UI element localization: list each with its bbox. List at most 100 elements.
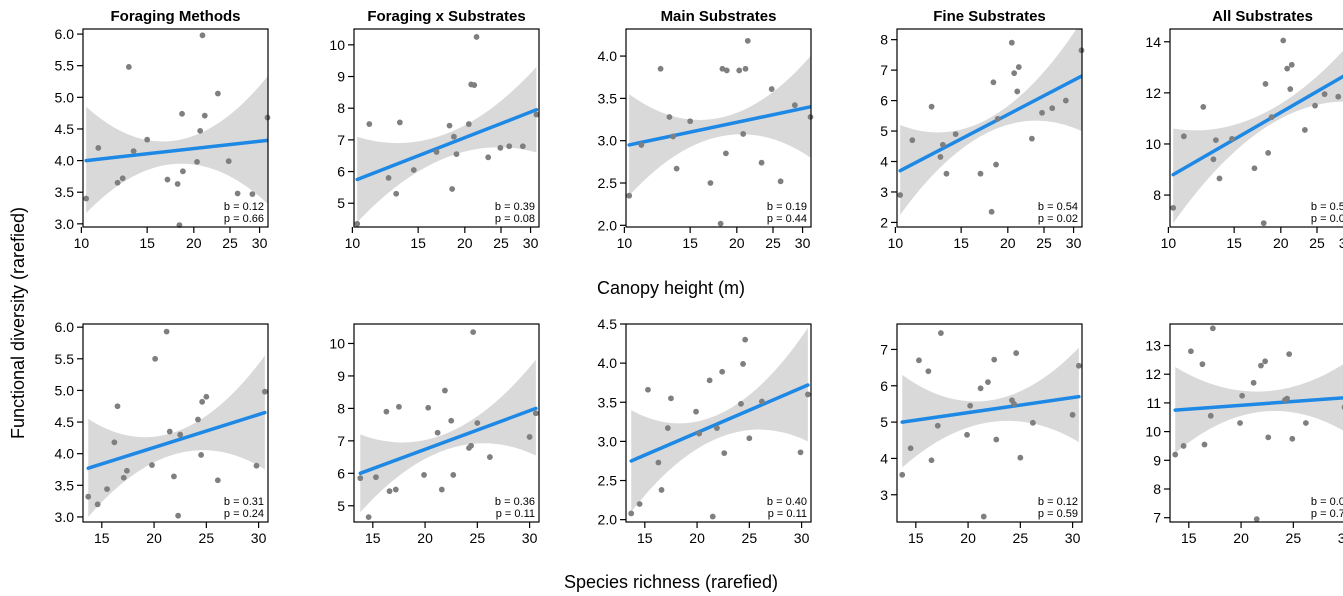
data-point xyxy=(736,67,743,74)
data-point xyxy=(907,445,914,452)
x-tick-label: 20 xyxy=(689,530,705,546)
x-tick-label: 15 xyxy=(365,530,381,546)
x-tick-label: 25 xyxy=(470,530,486,546)
confidence-band xyxy=(1173,50,1343,224)
data-point xyxy=(1284,65,1291,72)
data-point xyxy=(1172,451,1179,458)
y-tick-label: 6 xyxy=(337,465,345,481)
data-point xyxy=(714,425,720,431)
data-point xyxy=(421,472,427,478)
x-tick-label: 25 xyxy=(742,530,758,546)
data-point xyxy=(365,514,372,521)
data-point xyxy=(1207,412,1214,419)
data-point xyxy=(166,428,173,435)
plot-frame xyxy=(896,28,1083,228)
data-point xyxy=(506,143,513,150)
p-value-label: p = 0.59 xyxy=(1038,508,1078,520)
p-value-label: p = 0.11 xyxy=(496,508,535,520)
y-tick-label: 3.0 xyxy=(598,133,618,149)
data-point xyxy=(1008,39,1015,46)
x-tick-label: 20 xyxy=(417,530,433,546)
y-tick-label: 3.0 xyxy=(598,433,618,449)
data-point xyxy=(1262,358,1269,365)
data-point xyxy=(130,148,137,154)
data-point xyxy=(1288,61,1295,68)
y-tick-label: 11 xyxy=(1146,395,1161,411)
data-point xyxy=(392,486,399,493)
data-point xyxy=(149,462,155,468)
data-point xyxy=(396,403,402,410)
data-point xyxy=(199,32,206,39)
data-point xyxy=(214,477,221,484)
y-tick-label: 6.0 xyxy=(55,26,75,42)
data-point xyxy=(1237,420,1243,426)
panel-8: 2.0 2.5 3.0 3.5 4.0 4.5 15 20 25 30 b = 0.40p = 0.… xyxy=(598,316,812,546)
y-tick-label: 8 xyxy=(1153,481,1161,497)
data-point xyxy=(666,114,673,120)
x-tick-label: 30 xyxy=(1338,530,1343,546)
data-point xyxy=(1268,114,1275,121)
y-tick-label: 3.0 xyxy=(55,509,75,525)
plot-frame xyxy=(625,28,812,228)
data-point xyxy=(655,459,662,466)
data-point xyxy=(1014,88,1021,95)
slope-label: b = 0.12 xyxy=(224,201,264,213)
slope-label: b = 0.54 xyxy=(1038,201,1078,213)
y-tick-label: 3.5 xyxy=(598,90,618,106)
data-point xyxy=(383,408,390,415)
data-point xyxy=(164,176,171,183)
data-point xyxy=(410,167,417,173)
y-tick-label: 2.0 xyxy=(598,512,618,528)
x-tick-label: 25 xyxy=(765,235,781,251)
data-point xyxy=(532,410,539,417)
data-point xyxy=(964,431,970,438)
y-tick-label: 9 xyxy=(337,368,345,384)
y-tick-label: 4.0 xyxy=(55,446,75,462)
y-tick-label: 3 xyxy=(880,487,888,503)
data-point xyxy=(449,186,456,192)
x-tick-label: 10 xyxy=(1161,235,1177,251)
data-point xyxy=(664,425,671,431)
data-point xyxy=(791,102,798,109)
x-tick-label: 25 xyxy=(199,530,215,546)
data-point xyxy=(626,192,633,199)
y-tick-label: 7 xyxy=(337,132,345,148)
data-point xyxy=(758,159,765,166)
p-value-label: p = 0.66 xyxy=(224,213,264,225)
y-tick-label: 8 xyxy=(880,32,888,48)
data-point xyxy=(123,467,130,474)
data-point xyxy=(199,398,206,405)
data-point xyxy=(742,336,749,343)
data-point xyxy=(707,180,714,186)
data-point xyxy=(723,150,729,157)
slope-label: b = 0.39 xyxy=(495,201,535,213)
data-point xyxy=(668,395,674,402)
x-tick-label: 15 xyxy=(94,530,110,546)
plot-frame xyxy=(82,323,269,523)
data-point xyxy=(1321,91,1328,98)
y-tick-label: 10 xyxy=(1145,136,1161,152)
data-point xyxy=(465,121,472,127)
x-tick-label: 30 xyxy=(1066,235,1082,251)
p-value-label: p = 0.78 xyxy=(1311,508,1343,520)
p-value-label: p = 0.02 xyxy=(1311,213,1343,225)
data-point xyxy=(1216,175,1223,182)
data-point xyxy=(1029,419,1036,426)
data-point xyxy=(1210,156,1217,163)
data-point xyxy=(994,115,1001,122)
data-point xyxy=(83,195,90,202)
y-tick-label: 12 xyxy=(1145,366,1161,382)
data-point xyxy=(261,388,268,395)
y-tick-label: 5 xyxy=(337,498,345,514)
data-point xyxy=(742,65,749,72)
data-point xyxy=(1028,135,1035,142)
y-tick-label: 3.5 xyxy=(55,184,75,200)
data-point xyxy=(934,422,941,429)
data-point xyxy=(1289,435,1296,442)
y-tick-label: 4.5 xyxy=(598,316,618,332)
x-tick-label: 15 xyxy=(682,235,698,251)
panel-9: 3 4 5 6 7 15 20 25 30 b = 0.12p = 0.59 xyxy=(880,323,1083,546)
data-point xyxy=(993,161,999,168)
data-point xyxy=(696,430,703,437)
data-point xyxy=(777,178,784,185)
